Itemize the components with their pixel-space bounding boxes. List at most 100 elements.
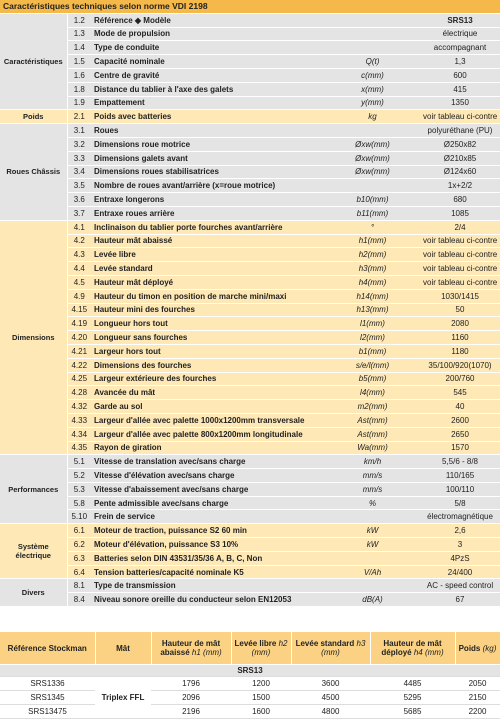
row-value: 2,6 [420,523,500,539]
row-value: 110/165 [420,468,500,483]
row-symbol: b5(mm) [325,372,420,387]
spec-row: 4.5 Hauteur mât déployé h4(mm) voir tableau… [0,275,500,290]
group-label: Performances [0,454,68,525]
row-number: 6.3 [67,551,91,566]
spec-row: Caractéristiques 1.2 Référence ◆ Modèle SRS… [0,13,500,111]
spec-row: Poids 2.1 Poids avec batteries kg voir table… [0,109,500,125]
row-label: Centre de gravité [91,68,325,83]
row-symbol [325,13,420,28]
row-number: 1.9 [67,96,91,111]
header-unit: h2 (mm) [251,639,288,657]
model-cell: 4485 [370,676,455,691]
table-title: Caractéristiques techniques selon norme … [0,0,500,14]
model-cell: 2096 [151,690,231,705]
row-symbol [325,40,420,56]
row-value: 1x+2/2 [420,178,500,194]
row-value: voir tableau ci-contre [420,234,500,249]
row-label: Frein de service [91,509,325,525]
model-cell: 2200 [455,704,500,719]
model-cell: 4500 [291,690,370,705]
row-label: Dimensions des fourches [91,358,325,373]
models-body: SRS13 SRS1336 Triplex FFL 1796 1200 3600 4485 2… [0,664,500,719]
row-value: 2650 [420,427,500,442]
row-symbol: b1(mm) [325,344,420,359]
row-number: 4.32 [67,399,91,414]
row-value: électromagnétique [420,509,500,525]
row-number: 2.1 [67,109,91,125]
row-number: 4.22 [67,358,91,373]
row-value: polyuréthane (PU) [420,123,500,138]
row-label: Entraxe longerons [91,192,325,207]
row-symbol: l1(mm) [325,316,420,332]
row-number: 6.1 [67,523,91,539]
spec-row: 5.8 Pente admissible avec/sans charge% 5/8 [0,496,500,511]
row-number: 8.1 [67,578,91,594]
row-symbol: kg [325,109,420,125]
row-number: 5.8 [67,496,91,511]
column-header: Référence Stockman [0,632,96,665]
row-label: Levée libre [91,247,325,263]
row-label: Poids avec batteries [91,109,325,125]
spec-row: 3.6 Entraxe longerons b10(mm) 680 [0,192,500,207]
row-value: 67 [420,592,500,608]
header-title: Hauteur de mât déployé [381,639,442,657]
row-value: 100/110 [420,482,500,497]
model-ref: SRS1336 [0,676,95,691]
spec-row: 4.9 Hauteur du timon en position de march… [0,289,500,304]
spec-row: 3.2 Dimensions roue motrice Øxw(mm) Ø250x82 [0,137,500,152]
spec-row: 4.21 Largeur hors tout b1(mm) 1180 [0,344,500,359]
row-number: 4.34 [67,427,91,442]
model-cell: 5295 [370,690,455,705]
row-number: 1.8 [67,82,91,97]
header-unit: h4 (mm) [413,648,444,657]
column-header: Levée standard h3 (mm) [291,632,371,665]
spec-row: 6.2 Moteur d'élévation, puissance S3 10% k… [0,537,500,552]
row-value: voir tableau ci-contre [420,261,500,276]
row-value: électrique [420,27,500,42]
row-value: 24/400 [420,565,500,580]
model-ref: SRS13475 [0,704,95,719]
row-value: 35/100/920(1070) [420,358,500,373]
row-label: Longueur hors tout [91,316,325,332]
model-cell: 1200 [231,676,291,691]
spec-row: 5.2 Vitesse d'élévation avec/sans charge m… [0,468,500,483]
row-value: AC - speed control [420,578,500,594]
spec-row: 4.19 Longueur hors tout l1(mm) 2080 [0,316,500,332]
row-number: 3.2 [67,137,91,152]
row-number: 1.5 [67,54,91,69]
spec-row: 1.4 Type de conduite accompagnant [0,40,500,56]
model-cell: 2196 [151,704,231,719]
row-label: Roues [91,123,325,138]
header-unit: h1 (mm) [191,648,222,657]
spec-row: 4.35 Rayon de giration Wa(mm) 1570 [0,441,500,456]
row-value: Ø210x85 [420,151,500,166]
group-label: Dimensions [0,220,68,456]
spec-row: 4.34 Largeur d'allée avec palette 800x120… [0,427,500,442]
row-value: 680 [420,192,500,207]
header-title: Poids [458,643,481,653]
row-number: 6.2 [67,537,91,552]
row-symbol: km/h [325,454,420,470]
row-label: Vitesse d'abaissement avec/sans charge [91,482,325,497]
section-label: SRS13 [0,664,500,677]
row-label: Vitesse d'élévation avec/sans charge [91,468,325,483]
row-label: Dimensions roues stabilisatrices [91,165,325,180]
row-number: 4.21 [67,344,91,359]
row-number: 4.4 [67,261,91,276]
row-symbol: ° [325,220,420,235]
row-symbol: h2(mm) [325,247,420,263]
row-value: 1030/1415 [420,289,500,304]
row-value: SRS13 [420,13,500,28]
row-value: 545 [420,385,500,401]
row-label: Avancée du mât [91,385,325,401]
row-symbol: x(mm) [325,82,420,97]
spec-row: 4.15 Hauteur mini des fourches h13(mm) 50 [0,303,500,318]
row-symbol [325,178,420,194]
row-symbol [325,123,420,138]
row-label: Moteur de traction, puissance S2 60 min [91,523,325,539]
row-label: Hauteur du timon en position de marche m… [91,289,325,304]
model-ref: SRS1345 [0,690,95,705]
row-value: 1085 [420,206,500,221]
row-value: voir tableau ci-contre [420,247,500,263]
model-row: SRS13475 2196 1600 4800 5685 2200 [0,704,500,719]
